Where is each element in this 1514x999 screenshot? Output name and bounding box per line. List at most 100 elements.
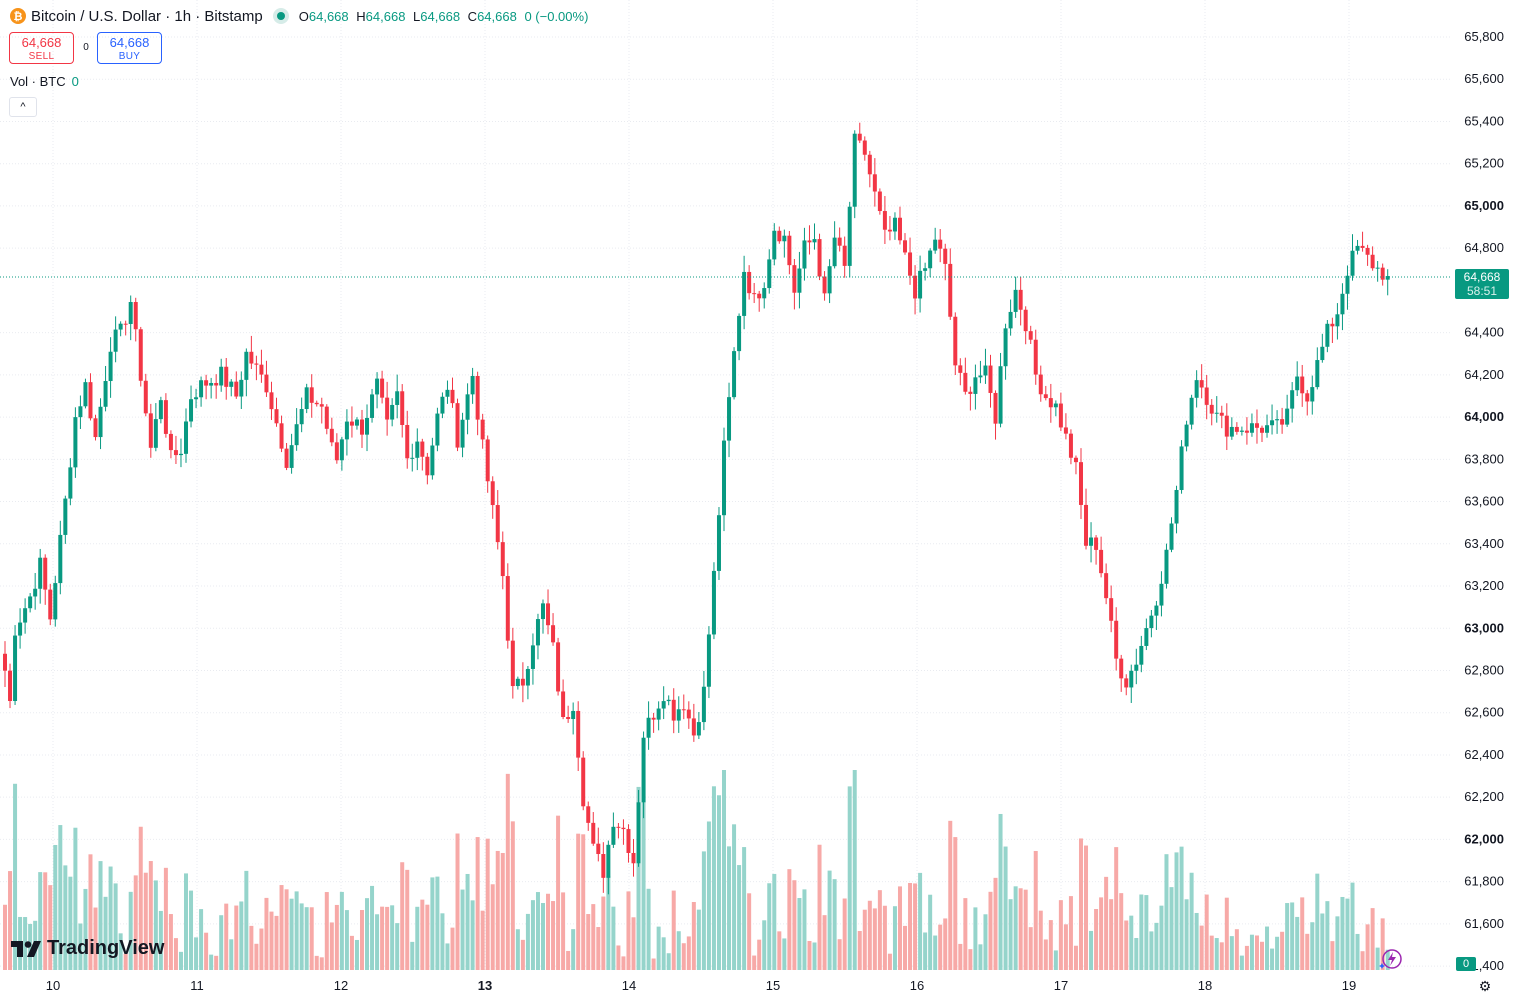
volume-bar <box>1099 897 1104 970</box>
candle-body <box>1315 360 1320 388</box>
spread-value: 0 <box>83 42 89 53</box>
volume-bar <box>1224 897 1229 970</box>
candle-body <box>862 140 867 155</box>
candle-body <box>676 709 681 721</box>
volume-bar <box>792 880 797 970</box>
volume-bar <box>551 901 556 970</box>
gear-icon[interactable]: ⚙ <box>1478 978 1492 994</box>
time-axis[interactable]: 10 11 12 13 14 15 16 17 18 19 <box>46 978 1356 993</box>
logo-text: TradingView <box>47 937 165 959</box>
candle-body <box>1109 598 1114 621</box>
candle-body <box>1129 670 1134 688</box>
volume-bar <box>1063 924 1068 970</box>
time-tick-label: 13 <box>478 978 492 993</box>
volume-bar <box>420 899 425 970</box>
volume-bar <box>455 833 460 970</box>
candle-body <box>465 394 470 420</box>
volume-bar <box>349 935 354 970</box>
price-axis[interactable]: 65,800 65,600 65,400 65,200 65,000 64,800 64,4… <box>1464 29 1504 973</box>
symbol-title[interactable]: Bitcoin / U.S. Dollar · 1h · Bitstamp <box>31 7 263 25</box>
volume-bar <box>299 903 304 970</box>
candle-body <box>641 737 646 803</box>
candle-body <box>1214 412 1219 414</box>
candle-body <box>495 505 500 543</box>
bitcoin-icon: ₿ <box>10 8 26 24</box>
tradingview-logo[interactable]: TradingView <box>11 937 164 960</box>
volume-bar <box>138 826 143 970</box>
candle-body <box>1350 250 1355 276</box>
volume-bar <box>435 876 440 970</box>
candle-body <box>551 625 556 643</box>
volume-bar <box>1119 893 1124 970</box>
price-tick-label: 63,600 <box>1464 494 1504 509</box>
chart-legend-header: ₿ Bitcoin / U.S. Dollar · 1h · Bitstamp … <box>10 6 588 26</box>
volume-bar <box>767 883 772 970</box>
volume-bar <box>184 873 189 970</box>
candle-body <box>908 252 913 276</box>
volume-legend[interactable]: Vol · BTC 0 <box>10 74 79 89</box>
candle-body <box>1265 425 1270 433</box>
candle-body <box>928 250 933 269</box>
volume-bar <box>535 892 540 970</box>
volume-bar <box>561 892 566 970</box>
collapse-legend-button[interactable]: ^ <box>9 97 37 117</box>
candle-body <box>525 668 530 686</box>
tradingview-logo-icon <box>11 940 41 957</box>
volume-bar <box>948 820 953 970</box>
volume-bar <box>3 904 7 970</box>
volume-bar <box>1129 915 1134 970</box>
candle-body <box>229 381 234 387</box>
volume-bar <box>219 915 224 970</box>
candle-body <box>546 603 551 626</box>
volume-bar <box>28 923 33 970</box>
volume-bar <box>274 915 279 970</box>
candle-body <box>400 391 405 425</box>
volume-bar <box>1169 887 1174 970</box>
candle-body <box>209 382 214 386</box>
candle-body <box>380 378 385 398</box>
volume-bar <box>671 890 676 970</box>
volume-bar <box>1234 929 1239 970</box>
volume-bar <box>1089 930 1094 970</box>
volume-bar <box>802 889 807 970</box>
volume-bar <box>601 896 606 970</box>
volume-bar <box>716 795 721 970</box>
candle-body <box>475 375 480 420</box>
volume-value: 0 <box>71 74 79 89</box>
volume-bar <box>495 850 500 970</box>
candle-body <box>747 271 752 294</box>
candle-body <box>1008 311 1013 329</box>
buy-button[interactable]: 64,668 BUY <box>97 32 162 64</box>
candle-body <box>772 230 777 260</box>
volume-bar <box>1164 854 1169 970</box>
candle-body <box>3 653 7 671</box>
candle-body <box>616 826 621 828</box>
candle-body <box>857 133 862 141</box>
candle-body <box>344 421 349 440</box>
sell-button[interactable]: 64,668 SELL <box>9 32 74 64</box>
volume-bar <box>556 815 561 970</box>
volume-bar <box>415 906 420 970</box>
time-tick-label: 14 <box>622 978 636 993</box>
volume-bar <box>304 907 309 970</box>
candle-body <box>571 710 576 720</box>
candle-body <box>882 211 887 230</box>
chevron-up-icon: ^ <box>20 101 26 113</box>
price-tick-label: 62,600 <box>1464 705 1504 720</box>
volume-bar <box>923 932 928 970</box>
candle-body <box>299 409 304 425</box>
candle-body <box>591 822 596 844</box>
volume-bar <box>405 869 410 970</box>
open-value: 64,668 <box>308 8 349 24</box>
lightning-icon[interactable] <box>1378 948 1402 972</box>
volume-bar <box>943 918 948 970</box>
price-tick-label: 65,000 <box>1464 198 1504 213</box>
candle-body <box>435 413 440 446</box>
price-tick-label: 64,000 <box>1464 409 1504 424</box>
candle-body <box>178 453 183 456</box>
volume-bar <box>1078 838 1083 970</box>
candle-body <box>455 403 460 448</box>
volume-bar <box>897 886 902 970</box>
candle-body <box>752 293 757 295</box>
